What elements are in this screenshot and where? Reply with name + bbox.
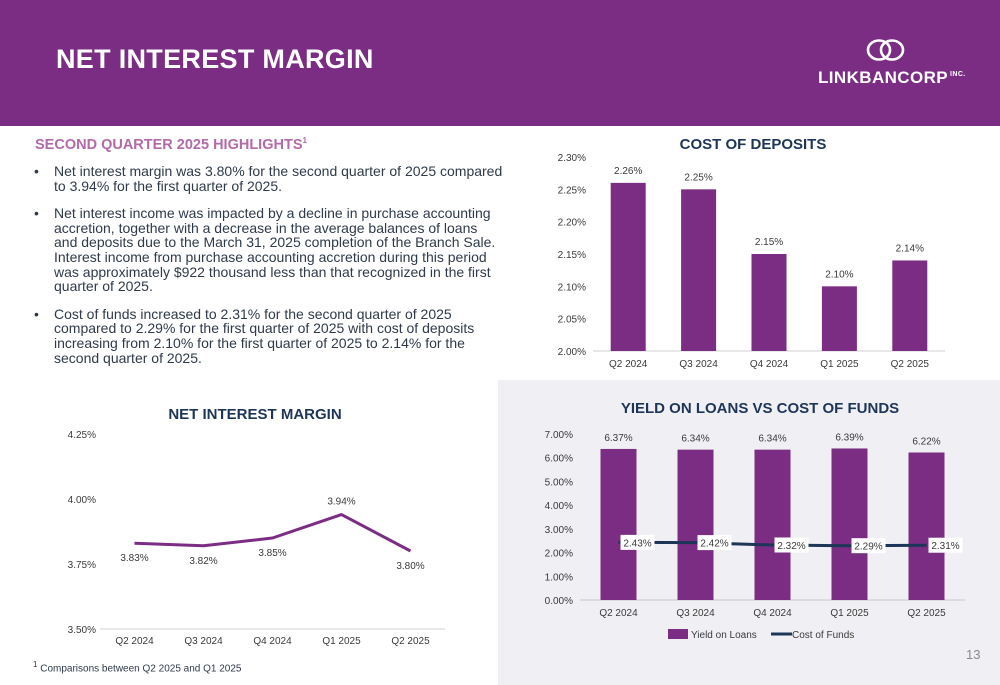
y-tick-label: 7.00%: [545, 430, 573, 441]
bar: [754, 449, 791, 600]
highlight-item: • Cost of funds increased to 2.31% for th…: [34, 305, 475, 366]
highlights-list: • Net interest margin was 3.80% for the s…: [33, 164, 503, 378]
highlight-item: • Net interest income was impacted by a d…: [34, 205, 496, 295]
data-label-box: [928, 537, 963, 553]
bullet-icon: •: [34, 163, 39, 179]
bar: [892, 260, 928, 351]
data-label-box: [697, 535, 732, 551]
data-label: 2.32%: [777, 541, 805, 552]
bar: [831, 448, 868, 600]
bar: [751, 254, 787, 351]
y-tick-label: 3.50%: [68, 625, 96, 636]
data-label: 2.25%: [684, 172, 712, 183]
x-tick-label: Q3 2024: [184, 636, 223, 647]
y-tick-label: 4.25%: [68, 430, 96, 441]
bar: [610, 182, 646, 351]
data-label: 6.34%: [681, 434, 709, 445]
y-tick-label: 2.20%: [558, 218, 586, 229]
cost-of-deposits-title: COST OF DEPOSITS: [679, 136, 827, 153]
y-tick-label: 2.15%: [558, 250, 586, 261]
page-title: NET INTEREST MARGIN: [56, 44, 374, 74]
bullet-icon: •: [34, 205, 39, 222]
net-interest-margin-chart: 3.50% 3.75% 4.00% 4.25% 3.83% Q2 2024 3.82% Q3 …: [68, 430, 445, 647]
x-tick-label: Q2 2024: [599, 608, 638, 619]
x-tick-label: Q4 2024: [750, 359, 789, 370]
y-tick-label: 2.05%: [558, 315, 586, 326]
y-tick-label: 5.00%: [545, 477, 573, 488]
x-tick-label: Q1 2025: [322, 636, 361, 647]
data-label: 6.39%: [835, 432, 863, 443]
y-tick-label: 3.75%: [68, 560, 96, 571]
data-label: 2.43%: [623, 538, 651, 549]
data-label: 2.15%: [755, 237, 783, 248]
x-tick-label: Q3 2024: [676, 608, 715, 619]
bar: [677, 449, 714, 600]
y-tick-label: 2.10%: [558, 282, 586, 293]
data-label: 2.29%: [854, 542, 882, 553]
x-tick-label: Q2 2024: [115, 636, 154, 647]
net-interest-margin-chart-title: NET INTEREST MARGIN: [168, 406, 342, 423]
x-tick-label: Q4 2024: [253, 636, 292, 647]
data-label: 6.22%: [912, 436, 940, 447]
linked-rings-icon: [866, 39, 905, 61]
yield-vs-cost-chart: 0.00% 1.00% 2.00% 3.00% 4.00% 5.00% 6.00% 7.00%…: [545, 430, 965, 641]
bar: [821, 286, 857, 351]
data-label: 3.83%: [120, 553, 148, 564]
data-label: 3.94%: [327, 497, 355, 508]
data-label: 2.10%: [825, 269, 853, 280]
data-label: 6.34%: [758, 434, 786, 445]
data-label: 2.26%: [614, 166, 642, 177]
data-label: 2.42%: [700, 539, 728, 550]
x-tick-label: Q2 2025: [907, 608, 946, 619]
page-number: 13: [966, 647, 981, 662]
data-label: 3.85%: [258, 548, 286, 559]
bar: [681, 189, 717, 351]
bar: [908, 452, 945, 600]
y-tick-label: 2.00%: [545, 549, 573, 560]
x-tick-label: Q1 2025: [830, 608, 869, 619]
header-band: NET INTEREST MARGIN LINKBANCORP INC.: [0, 0, 1000, 126]
data-label: 3.82%: [189, 556, 217, 567]
yield-vs-cost-title: YIELD ON LOANS VS COST OF FUNDS: [620, 400, 900, 417]
bullet-icon: •: [34, 305, 39, 322]
y-tick-label: 1.00%: [545, 572, 573, 583]
x-tick-label: Q1 2025: [820, 359, 859, 370]
data-label: 6.37%: [604, 433, 632, 444]
y-tick-label: 4.00%: [68, 495, 96, 506]
x-tick-label: Q3 2024: [679, 359, 718, 370]
footnote: 1 Comparisons between Q2 2025 and Q1 202…: [33, 660, 242, 675]
y-tick-label: 2.00%: [558, 347, 586, 358]
x-tick-label: Q2 2024: [609, 359, 648, 370]
x-tick-label: Q2 2025: [891, 359, 930, 370]
data-label: 2.14%: [896, 243, 924, 254]
series-line: [134, 513, 412, 553]
logo-wordmark: LINKBANCORP INC.: [818, 68, 966, 87]
y-tick-label: 6.00%: [545, 454, 573, 465]
data-label-box: [851, 538, 886, 554]
y-tick-label: 2.30%: [558, 153, 586, 164]
x-tick-label: Q4 2024: [753, 608, 792, 619]
y-tick-label: 0.00%: [545, 596, 573, 607]
highlights-title: SECOND QUARTER 2025 HIGHLIGHTS1: [35, 136, 307, 153]
bar: [600, 448, 637, 600]
legend-swatch-yield: [668, 629, 688, 639]
data-label: 2.31%: [931, 541, 959, 552]
y-tick-label: 3.00%: [545, 525, 573, 536]
highlight-item: • Net interest margin was 3.80% for the s…: [34, 163, 503, 194]
company-logo: LINKBANCORP INC.: [818, 38, 965, 94]
x-tick-label: Q2 2025: [391, 636, 430, 647]
y-tick-label: 4.00%: [545, 501, 573, 512]
data-label: 3.80%: [396, 561, 424, 572]
legend-label: Yield on Loans: [691, 630, 757, 641]
data-label-box: [774, 537, 809, 553]
cost-of-deposits-chart: 2.00% 2.05% 2.10% 2.15% 2.20% 2.25% 2.30% 2.26%…: [558, 153, 945, 370]
legend-label: Cost of Funds: [792, 630, 854, 641]
y-tick-label: 2.25%: [558, 185, 586, 196]
data-label-box: [620, 534, 655, 550]
